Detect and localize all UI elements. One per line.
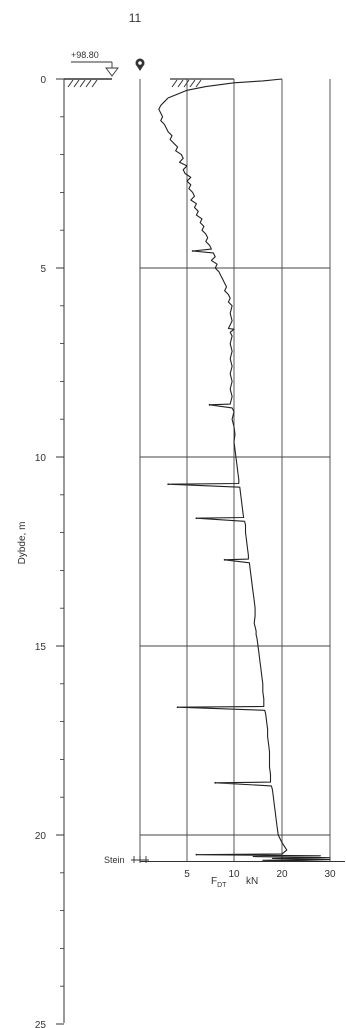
- force-axis-label: FDT: [211, 876, 227, 889]
- stone-symbol-icon: [131, 856, 149, 863]
- chart-grid: [139, 79, 345, 862]
- force-spike-point: [167, 483, 170, 486]
- depth-tick-label: 5: [40, 264, 46, 275]
- force-tick-label: 30: [324, 869, 336, 880]
- force-spike-point: [191, 250, 194, 252]
- elevation-triangle-icon: [105, 67, 119, 77]
- force-spike-point: [176, 706, 179, 709]
- force-axis-unit: kN: [246, 876, 258, 887]
- force-spike-point: [195, 517, 198, 520]
- depth-tick-label: 15: [35, 642, 47, 653]
- force-axis-symbol: F: [211, 876, 217, 887]
- depth-tick-labels: 0 5 10 15 20 25: [35, 75, 47, 1028]
- force-spike-point: [214, 781, 217, 784]
- force-tick-label: 20: [276, 869, 288, 880]
- depth-tick-label: 10: [35, 453, 47, 464]
- force-tick-label: 5: [184, 869, 190, 880]
- chart-title: 11: [129, 11, 142, 25]
- force-spike-point: [208, 403, 211, 406]
- depth-tick-label: 0: [40, 75, 46, 86]
- depth-tick-label: 20: [35, 831, 47, 842]
- location-pin-icon: [135, 58, 145, 71]
- depth-axis-label: Dybde, m: [17, 522, 28, 565]
- stein-label: Stein: [104, 855, 125, 865]
- force-spike-point: [223, 558, 226, 561]
- force-curve-line: [158, 78, 331, 863]
- elevation-label: +98.80: [71, 50, 99, 60]
- force-curve-group: [158, 78, 331, 863]
- force-axis-subscript: DT: [217, 882, 227, 889]
- force-spike-point: [195, 853, 198, 856]
- force-tick-labels: 5 10 20 30: [184, 869, 336, 880]
- ground-surface: [64, 78, 234, 88]
- depth-tick-marks: [56, 78, 64, 1025]
- depth-tick-label: 25: [35, 1020, 47, 1028]
- force-tick-label: 10: [228, 869, 240, 880]
- ground-hatch: [67, 79, 202, 88]
